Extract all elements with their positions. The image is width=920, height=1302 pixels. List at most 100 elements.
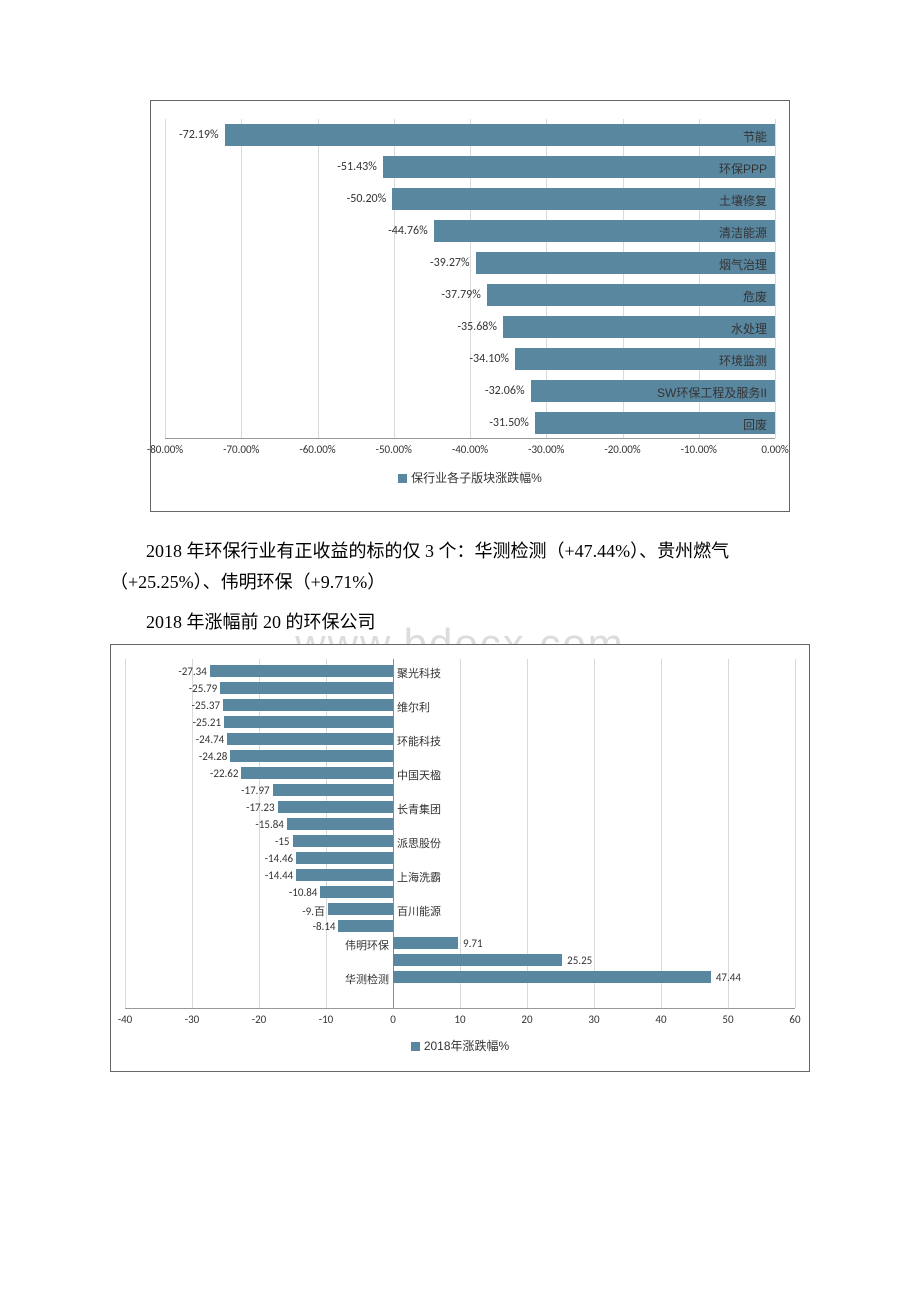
chart1-legend-swatch — [398, 474, 407, 483]
chart2-plot-area: 聚光科技-27.34-25.79维尔利-25.37-25.21环能科技-24.7… — [125, 659, 795, 1009]
chart1-x-tick: -70.00% — [223, 443, 259, 456]
chart1-category-label: 清洁能源 — [719, 224, 767, 241]
chart2-bar — [210, 665, 393, 677]
chart2-category-label: 长青集团 — [397, 801, 441, 817]
chart1-bar-row: -50.20%土壤修复 — [165, 188, 775, 210]
chart1-x-tick: -60.00% — [299, 443, 335, 456]
chart2-x-axis: -40-30-20-100102030405060 — [125, 1009, 795, 1031]
chart1-x-tick: 0.00% — [761, 443, 788, 456]
top20-company-chart: 聚光科技-27.34-25.79维尔利-25.37-25.21环能科技-24.7… — [110, 644, 810, 1072]
chart2-bar-row: 上海洗霸-14.44 — [125, 869, 795, 881]
chart1-bar-row: -31.50%回废 — [165, 412, 775, 434]
chart2-category-label: 中国天楹 — [397, 767, 441, 783]
chart2-category-label: 上海洗霸 — [397, 869, 441, 885]
chart2-bar — [224, 716, 393, 728]
chart1-x-axis: -80.00%-70.00%-60.00%-50.00%-40.00%-30.0… — [165, 439, 775, 461]
chart2-bar-row: -8.14 — [125, 920, 795, 932]
chart2-category-label: 维尔利 — [397, 699, 430, 715]
chart2-value-label: -14.44 — [265, 869, 293, 882]
chart2-bar — [393, 954, 562, 966]
chart1-bar-row: -32.06% SW环保工程及服务II — [165, 380, 775, 402]
chart2-legend-text: 2018年涨跌幅% — [424, 1039, 509, 1053]
chart2-value-label: 47.44 — [716, 971, 741, 984]
chart1-bar-row: -44.76%清洁能源 — [165, 220, 775, 242]
chart2-category-label: 伟明环保 — [345, 937, 389, 953]
chart1-value-label: -39.27% — [430, 256, 470, 270]
chart2-value-label: -9.百 — [302, 903, 325, 919]
chart2-bar — [287, 818, 393, 830]
chart1-value-label: -34.10% — [469, 352, 509, 366]
chart1-value-label: -32.06% — [485, 384, 525, 398]
chart1-bar: -31.50% — [535, 412, 775, 434]
chart2-value-label: -22.62 — [210, 767, 238, 780]
chart1-category-label: SW环保工程及服务II — [657, 384, 767, 401]
chart2-value-label: -15.84 — [255, 818, 283, 831]
chart1-bar-row: -34.10% 环境监测 — [165, 348, 775, 370]
chart2-x-tick: 40 — [655, 1013, 666, 1026]
chart2-value-label: -24.74 — [196, 733, 224, 746]
chart2-category-label: 派思股份 — [397, 835, 441, 851]
chart2-category-label: 聚光科技 — [397, 665, 441, 681]
body-paragraph-2: 2018 年涨幅前 20 的环保公司 — [110, 607, 810, 638]
chart2-value-label: -15 — [275, 835, 290, 848]
chart2-bar-row: -17.97 — [125, 784, 795, 796]
chart2-bar-row: 聚光科技-27.34 — [125, 665, 795, 677]
chart2-x-tick: -40 — [118, 1013, 133, 1026]
chart2-bar — [393, 937, 458, 949]
chart2-legend: 2018年涨跌幅% — [125, 1037, 795, 1054]
chart2-bar — [273, 784, 393, 796]
sector-change-chart: -72.19%节能 -51.43% 环保PPP -50.20%土壤修复 -44.76%清… — [150, 100, 790, 512]
chart1-category-label: 烟气治理 — [719, 256, 767, 273]
chart1-x-tick: -10.00% — [681, 443, 717, 456]
chart2-value-label: -25.21 — [193, 716, 221, 729]
chart1-x-tick: -30.00% — [528, 443, 564, 456]
chart1-legend: 保行业各子版块涨跌幅% — [165, 469, 775, 486]
chart2-x-tick: 0 — [390, 1013, 396, 1026]
chart2-bar — [220, 682, 393, 694]
chart1-category-label: 土壤修复 — [719, 192, 767, 209]
chart2-x-tick: 20 — [521, 1013, 532, 1026]
chart2-bar — [338, 920, 393, 932]
chart2-category-label: 华测检测 — [345, 971, 389, 987]
chart1-bar-row: -35.68% 水处理 — [165, 316, 775, 338]
chart1-gridline — [775, 119, 776, 438]
chart2-x-tick: -20 — [252, 1013, 267, 1026]
chart2-x-tick: 30 — [588, 1013, 599, 1026]
body-paragraph-1: 2018 年环保行业有正收益的标的仅 3 个：华测检测（+47.44%）、贵州燃… — [110, 536, 810, 597]
chart2-value-label: -17.23 — [246, 801, 274, 814]
chart2-bar-row: 维尔利-25.37 — [125, 699, 795, 711]
chart1-value-label: -31.50% — [489, 416, 529, 430]
chart1-category-label: 环境监测 — [719, 352, 767, 369]
chart1-category-label: 环保PPP — [719, 160, 767, 177]
chart2-x-tick: -30 — [185, 1013, 200, 1026]
chart2-bar — [223, 699, 393, 711]
chart1-bar: -72.19% — [225, 124, 775, 146]
chart2-value-label: -10.84 — [289, 886, 317, 899]
chart2-bar-row: 长青集团-17.23 — [125, 801, 795, 813]
chart2-bar-row: -14.46 — [125, 852, 795, 864]
chart2-bar — [296, 852, 393, 864]
chart2-bar-row: 百川能源-9.百 — [125, 903, 795, 915]
chart1-bar-row: -51.43% 环保PPP — [165, 156, 775, 178]
chart2-x-tick: 50 — [722, 1013, 733, 1026]
chart1-category-label: 回废 — [743, 416, 767, 433]
chart2-bar-row: 派思股份-15 — [125, 835, 795, 847]
chart2-value-label: 25.25 — [567, 954, 592, 967]
chart2-legend-swatch — [411, 1042, 420, 1051]
chart2-value-label: -25.37 — [192, 699, 220, 712]
chart2-category-label: 百川能源 — [397, 903, 441, 919]
chart2-gridline — [795, 659, 796, 1008]
chart2-bar-row: -24.28 — [125, 750, 795, 762]
chart1-category-label: 水处理 — [731, 320, 767, 337]
chart2-bar — [393, 971, 711, 983]
chart2-x-tick: 60 — [789, 1013, 800, 1026]
chart2-bar-row: 伟明环保9.71 — [125, 937, 795, 949]
chart2-bar-row: -10.84 — [125, 886, 795, 898]
chart1-value-label: -35.68% — [457, 320, 497, 334]
chart1-category-label: 节能 — [743, 128, 767, 145]
chart1-value-label: -51.43% — [337, 160, 377, 174]
chart1-x-tick: -80.00% — [147, 443, 183, 456]
chart2-value-label: -24.28 — [199, 750, 227, 763]
chart2-bar-row: 中国天楹-22.62 — [125, 767, 795, 779]
chart2-x-tick: 10 — [454, 1013, 465, 1026]
